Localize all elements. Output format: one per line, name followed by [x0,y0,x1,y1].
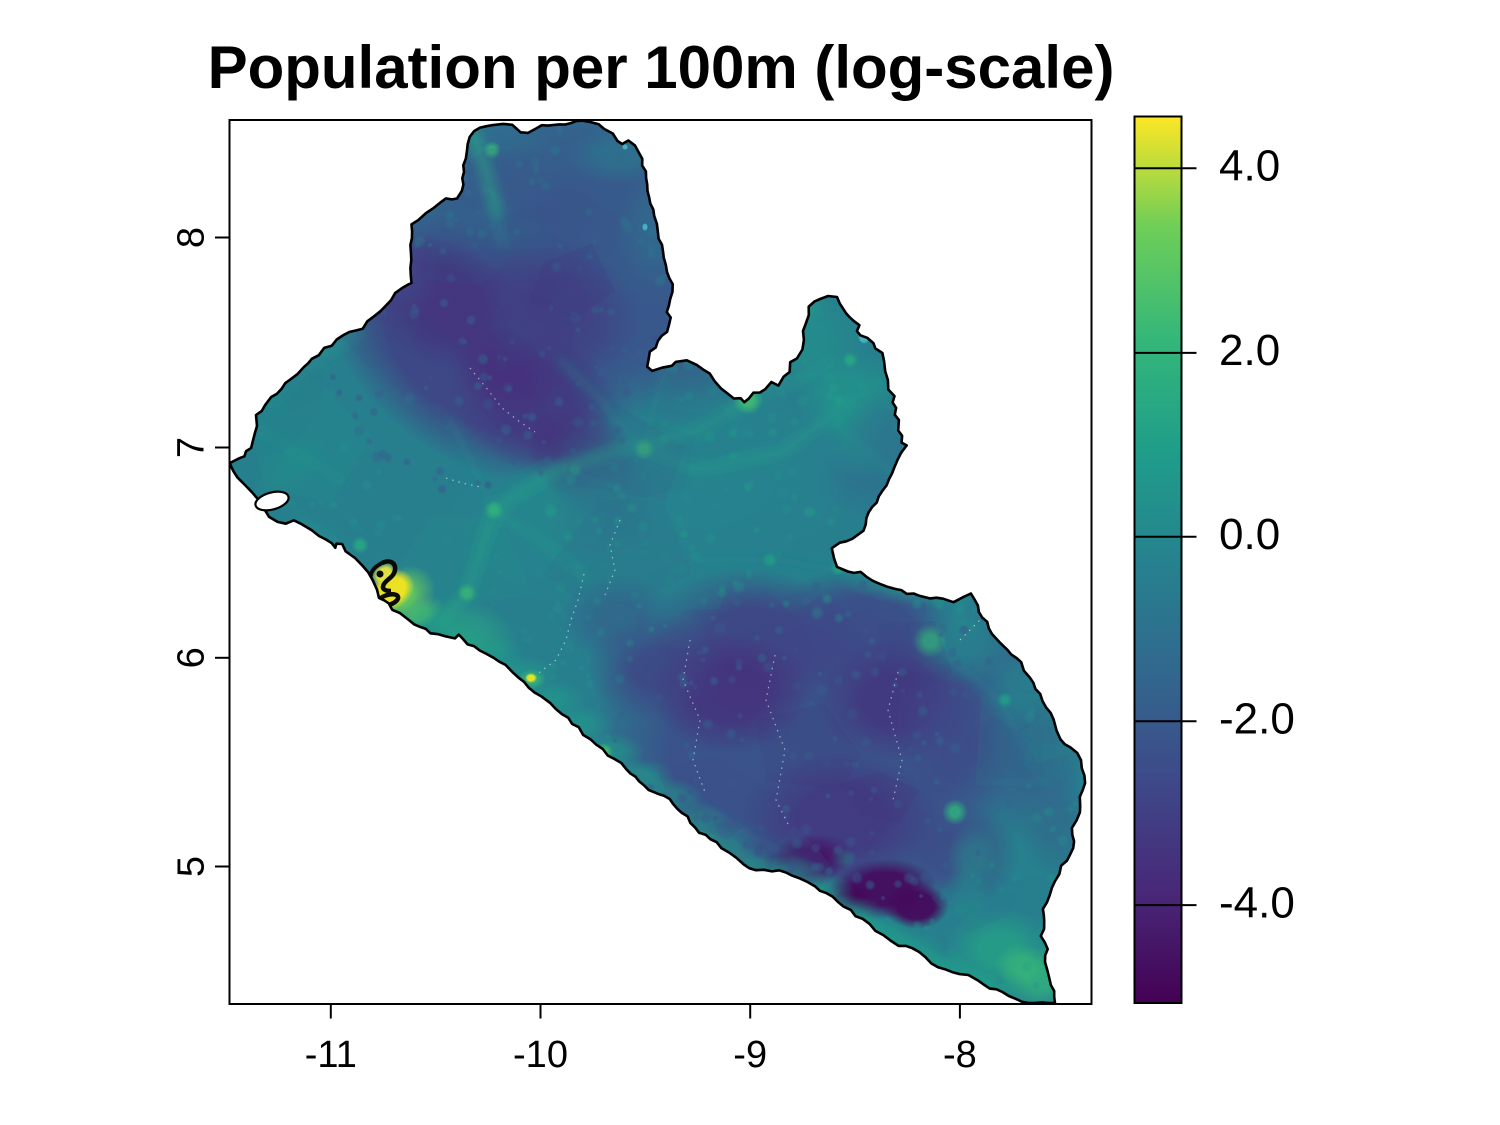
svg-text:-9: -9 [733,1034,767,1076]
svg-text:6: 6 [171,647,213,668]
svg-text:5: 5 [171,856,213,877]
svg-text:8: 8 [171,227,213,248]
svg-text:-4.0: -4.0 [1219,878,1295,927]
svg-text:Population per 100m (log-scale: Population per 100m (log-scale) [208,34,1115,101]
svg-text:4.0: 4.0 [1219,142,1280,191]
svg-text:-11: -11 [305,1034,357,1076]
svg-text:-2.0: -2.0 [1219,695,1295,744]
svg-text:2.0: 2.0 [1219,326,1280,375]
svg-text:-8: -8 [943,1034,977,1076]
svg-text:0.0: 0.0 [1219,510,1280,559]
svg-text:7: 7 [171,437,213,458]
svg-text:-10: -10 [513,1034,568,1076]
